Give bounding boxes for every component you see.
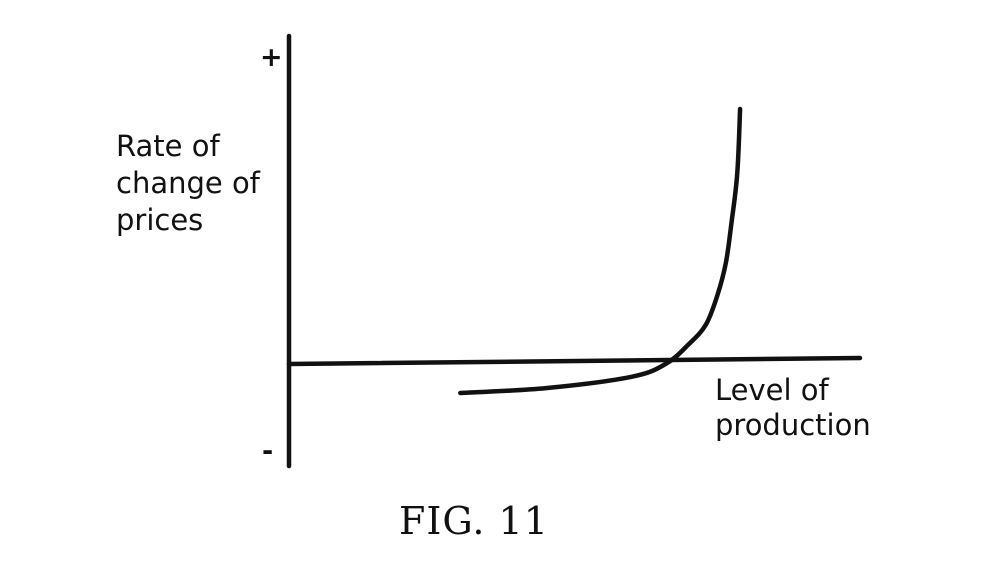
y-axis-label-line-2: change of [116, 166, 261, 200]
axes [286, 33, 863, 469]
y-positive-mark: + [260, 42, 283, 73]
x-axis-label-line-2: production [715, 408, 871, 442]
y-axis-label-line-3: prices [116, 203, 203, 237]
y-negative-mark: - [262, 436, 273, 467]
figure-caption: FIG. 11 [399, 499, 549, 543]
series-line [458, 106, 743, 396]
x-axis [286, 355, 863, 367]
y-axis-label-line-1: Rate of [116, 129, 220, 163]
x-axis-label-line-1: Level of [715, 373, 830, 407]
